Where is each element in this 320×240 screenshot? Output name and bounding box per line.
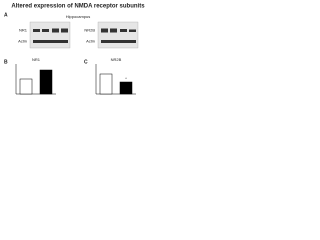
chart-title: NR1	[32, 57, 41, 62]
chart-title: NR2B	[111, 57, 122, 62]
band	[61, 28, 68, 33]
band	[120, 29, 127, 32]
blot	[29, 21, 71, 49]
band	[101, 28, 108, 33]
panel-label: A	[4, 12, 8, 18]
figure: Altered expression of NMDA receptor subu…	[4, 4, 145, 95]
band	[52, 28, 59, 33]
band	[110, 28, 117, 33]
blot-label: NR2B	[84, 28, 95, 33]
panel-label: B	[4, 59, 8, 65]
band	[33, 29, 40, 32]
figure-title: Altered expression of NMDA receptor subu…	[11, 4, 145, 10]
panel-label: C	[84, 59, 88, 65]
band	[33, 40, 68, 43]
blot-label: Actin	[18, 39, 27, 44]
blot	[97, 21, 139, 49]
blot-label: Actin	[86, 39, 95, 44]
blot-left: NR1 Actin	[18, 21, 71, 49]
band	[101, 40, 136, 43]
significance-mark: *	[125, 76, 127, 81]
bar	[39, 69, 53, 95]
band	[129, 29, 136, 32]
bar	[19, 78, 33, 95]
bar	[119, 81, 133, 95]
region-label: Hippocampus	[66, 14, 90, 19]
band	[42, 29, 49, 32]
blot-right: NR2B Actin	[84, 21, 139, 49]
bar	[99, 73, 113, 95]
blot-label: NR1	[19, 28, 28, 33]
